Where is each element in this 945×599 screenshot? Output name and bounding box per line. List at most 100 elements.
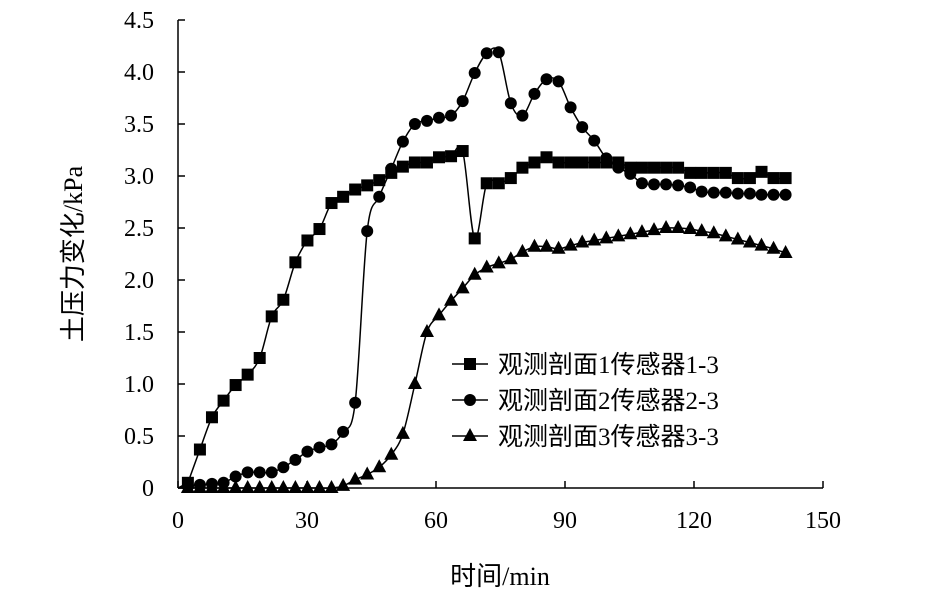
legend: 观测剖面1传感器1-3 观测剖面2传感器2-3 观测剖面3传感器3-3 (452, 351, 719, 451)
circle-marker (492, 46, 505, 59)
circle-marker (468, 67, 481, 80)
x-tick-labels: 0 30 60 90 120 150 (172, 508, 841, 534)
square-marker (337, 190, 350, 203)
circle-marker (361, 225, 374, 238)
circle-marker (672, 179, 685, 192)
triangle-marker (778, 244, 793, 258)
triangle-marker (372, 459, 387, 473)
square-marker (635, 161, 648, 174)
circle-marker (480, 47, 493, 60)
square-marker (325, 197, 338, 210)
square-marker (480, 177, 493, 190)
circle-marker (420, 114, 433, 127)
square-marker (684, 166, 697, 179)
circle-marker (684, 181, 697, 194)
series-group (177, 46, 793, 493)
legend-label: 观测剖面2传感器2-3 (498, 387, 719, 415)
square-marker (396, 160, 409, 173)
legend-item-3: 观测剖面3传感器3-3 (452, 423, 719, 451)
triangle-marker (587, 232, 602, 246)
y-tick-label: 4.0 (124, 60, 154, 86)
triangle-marker (694, 223, 709, 237)
square-marker (588, 156, 601, 169)
circle-marker (313, 441, 326, 454)
triangle-marker (444, 292, 459, 306)
triangle-marker (192, 480, 207, 493)
triangle-marker (551, 240, 566, 254)
circle-marker (624, 167, 637, 180)
y-axis-label: 土压力变化/kPa (59, 165, 88, 342)
triangle-marker (204, 480, 219, 493)
triangle-marker (766, 240, 781, 254)
circle-marker (385, 162, 398, 175)
triangle-marker (479, 259, 494, 273)
circle-marker (301, 445, 314, 458)
circle-marker (349, 396, 362, 409)
triangle-marker (336, 477, 351, 491)
circle-marker (707, 186, 720, 199)
square-marker (253, 352, 266, 364)
square-marker (241, 368, 254, 381)
circle-marker (743, 187, 756, 200)
square-marker (349, 183, 362, 196)
y-tick-label: 4.5 (124, 8, 154, 34)
circle-marker (564, 101, 577, 114)
circle-marker (241, 466, 254, 479)
square-marker (660, 161, 673, 174)
x-tick-label: 0 (172, 508, 184, 534)
triangle-marker (407, 376, 422, 389)
circle-marker (445, 109, 458, 122)
legend-triangle-icon (463, 428, 477, 441)
square-marker (564, 156, 577, 169)
circle-marker (396, 135, 409, 148)
triangle-marker (754, 237, 769, 251)
circle-marker (456, 95, 469, 108)
y-tick-label: 0 (142, 476, 154, 502)
square-marker (313, 223, 326, 236)
circle-marker (504, 97, 517, 110)
square-marker (468, 232, 481, 245)
x-tick-label: 150 (805, 508, 841, 534)
circle-marker (540, 73, 553, 86)
circle-marker (612, 161, 625, 174)
circle-marker (253, 466, 266, 479)
square-marker (707, 166, 720, 179)
triangle-marker (742, 234, 757, 248)
triangle-marker (634, 224, 649, 238)
triangle-marker (324, 480, 339, 493)
square-marker (719, 166, 732, 179)
square-marker (361, 179, 374, 192)
circle-marker (576, 121, 589, 134)
circle-marker (325, 438, 338, 451)
triangle-marker (216, 480, 231, 493)
series-3 (178, 220, 793, 493)
circle-marker (265, 466, 278, 479)
triangle-marker (527, 238, 542, 252)
square-marker (205, 411, 218, 424)
triangle-marker (563, 237, 578, 251)
square-marker (528, 156, 541, 169)
triangle-marker (240, 480, 255, 493)
circle-marker (277, 461, 290, 474)
square-marker (229, 379, 242, 392)
circle-marker (337, 425, 350, 438)
triangle-marker (419, 324, 434, 337)
triangle-marker (348, 471, 363, 485)
square-marker (193, 443, 206, 456)
square-marker (217, 394, 230, 407)
triangle-marker (671, 220, 686, 233)
circle-marker (755, 188, 768, 201)
triangle-marker (515, 243, 530, 257)
circle-marker (373, 190, 386, 203)
square-marker (648, 161, 661, 174)
square-marker (445, 150, 458, 163)
legend-square-icon (464, 358, 476, 370)
circle-marker (229, 470, 242, 483)
y-tick-labels: 0 0.5 1.0 1.5 2.0 2.5 3.0 3.5 4.0 4.5 (124, 8, 154, 502)
triangle-marker (539, 238, 554, 252)
triangle-marker (264, 480, 279, 493)
legend-item-1: 观测剖面1传感器1-3 (452, 351, 719, 379)
circle-marker (695, 185, 708, 198)
circle-marker (660, 178, 673, 191)
